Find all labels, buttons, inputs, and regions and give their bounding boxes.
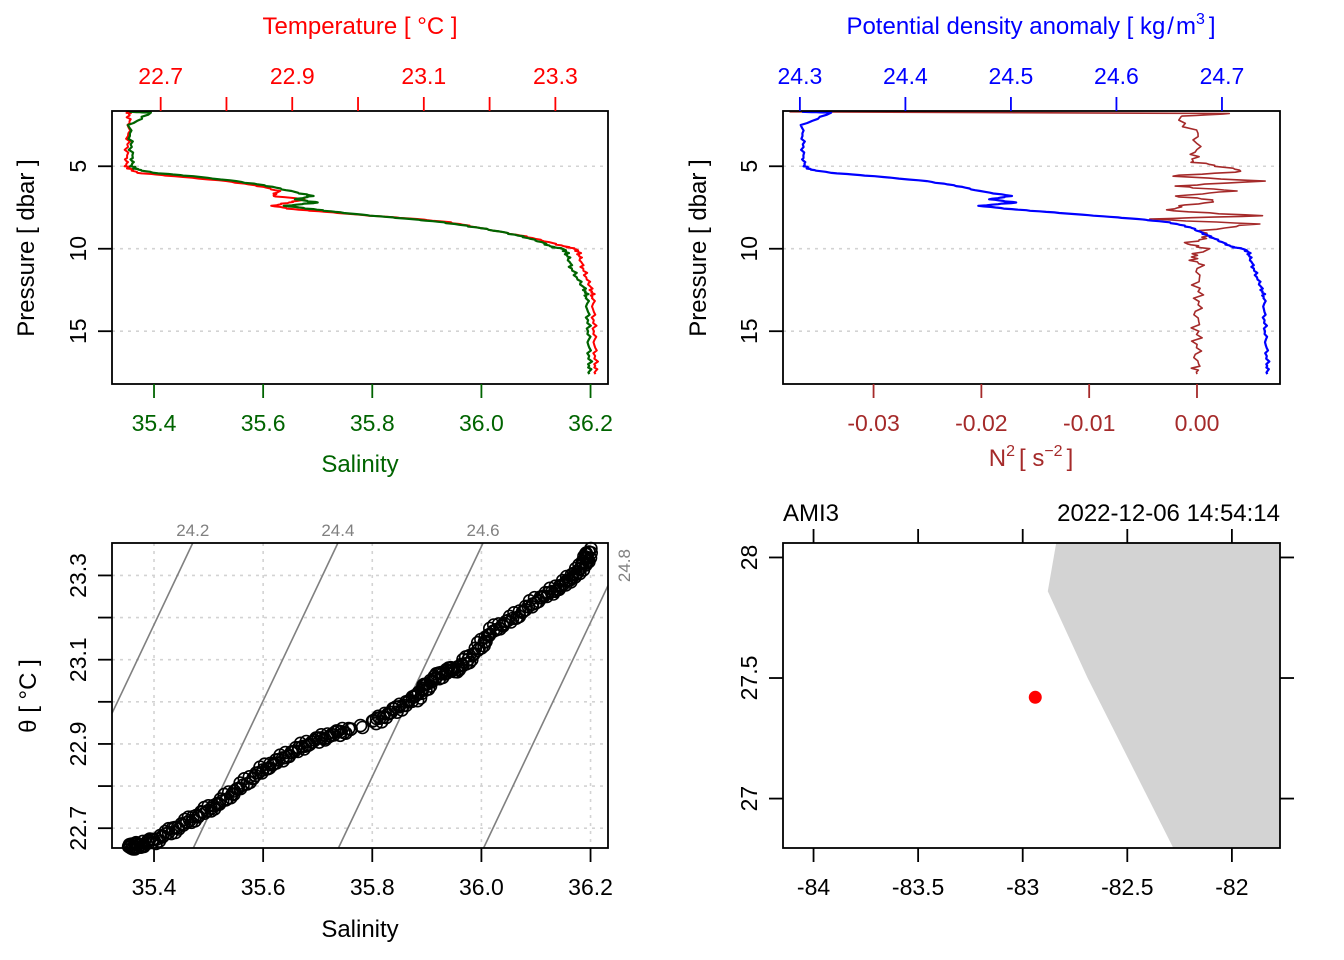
temperature-axis-tick-label: 22.7: [138, 63, 183, 89]
theta-axis-tick-label: 23.3: [65, 553, 91, 598]
ts-point: [337, 725, 351, 740]
longitude-axis-tick-label: -82.5: [1101, 874, 1153, 900]
pressure-axis-tick-label: 15: [65, 318, 91, 344]
n2-axis-label: N2[ s−2]: [989, 443, 1074, 472]
ts-point: [320, 730, 335, 745]
n2-axis-tick-label: 0.00: [1175, 410, 1220, 436]
ts-point: [269, 753, 283, 767]
temperature-axis-tick-label: 23.1: [401, 63, 446, 89]
theta-axis-tick-label: 22.9: [65, 722, 91, 767]
salinity-axis-tick-label: 36.0: [459, 874, 504, 900]
longitude-axis-tick-label: -83: [1006, 874, 1039, 900]
density-axis-label: Potential density anomaly [ kg/m3]: [846, 11, 1215, 40]
density-axis-tick-label: 24.3: [778, 63, 823, 89]
n2-axis-tick-label: -0.02: [955, 410, 1007, 436]
longitude-axis-tick-label: -83.5: [892, 874, 944, 900]
land-polygon: [1047, 543, 1280, 848]
n2-axis-label-sup: 2: [1006, 443, 1015, 460]
salinity-axis-tick-label: 36.2: [568, 410, 613, 436]
panel-ts-diagram: 35.4 35.6 35.8 36.0 36.2 22.7 22.9 23.1 23.3 24…: [15, 521, 634, 943]
plot-frame: [111, 110, 609, 385]
ts-point: [355, 720, 370, 735]
salinity-axis-tick-label: 35.8: [350, 410, 395, 436]
pressure-axis-label: Pressure [ dbar ]: [685, 159, 712, 336]
density-axis-label-slash: /: [1167, 13, 1174, 40]
n2-line: [789, 111, 1266, 375]
density-axis-tick-label: 24.4: [883, 63, 928, 89]
longitude-axis-tick-label: -82: [1215, 874, 1248, 900]
isopycnal-line: [482, 585, 609, 849]
pressure-axis-tick-label: 15: [736, 318, 762, 344]
panel-density-n2-profile: 24.3 24.4 24.5 24.6 24.7 -0.03 -0.02 -0.01 0.00…: [685, 11, 1281, 472]
n2-axis-label-unit: [ s: [1019, 445, 1044, 472]
panel-temperature-salinity-profile: 22.7 22.9 23.1 23.3 35.4 35.6 35.8 36.0 36.2 5 1…: [13, 13, 613, 478]
ts-point: [288, 740, 303, 755]
ts-point: [145, 832, 160, 847]
temperature-line: [123, 110, 599, 375]
isopycnal-label: 24.8: [615, 549, 634, 582]
n2-axis-label-unit-sup: −2: [1044, 443, 1062, 460]
salinity-axis-tick-label: 35.6: [241, 874, 286, 900]
latitude-axis-tick-label: 27: [736, 786, 762, 812]
ts-point: [181, 810, 196, 825]
temperature-axis-tick-label: 23.3: [533, 63, 578, 89]
density-axis-label-superscript: 3: [1196, 11, 1205, 28]
isopycnal-label: 24.2: [176, 521, 209, 540]
plot-frame: [782, 110, 1281, 385]
ts-point: [353, 718, 368, 733]
isopycnal-line: [111, 542, 194, 714]
density-axis-label-text: Potential density anomaly [ kg: [846, 13, 1165, 40]
salinity-axis-tick-label: 35.4: [132, 874, 177, 900]
pressure-axis-tick-label: 10: [65, 236, 91, 262]
density-line: [799, 110, 1271, 375]
station-name: AMI3: [783, 500, 839, 527]
temperature-axis-tick-label: 22.9: [270, 63, 315, 89]
salinity-axis-tick-label: 35.4: [132, 410, 177, 436]
density-axis-tick-label: 24.5: [989, 63, 1034, 89]
pressure-axis-tick-label: 5: [65, 160, 91, 173]
salinity-axis-tick-label: 36.2: [568, 874, 613, 900]
pressure-axis-tick-label: 5: [736, 160, 762, 173]
plot-frame: [111, 542, 609, 849]
longitude-axis-tick-label: -84: [797, 874, 830, 900]
n2-axis-label-n: N: [989, 445, 1006, 472]
salinity-axis-tick-label: 36.0: [459, 410, 504, 436]
temperature-axis-label: Temperature [ °C ]: [263, 13, 458, 40]
salinity-axis-label: Salinity: [321, 916, 398, 943]
panel-station-map: -84 -83.5 -83 -82.5 -82 27 27.5 28 AMI3 2022-12…: [736, 500, 1294, 900]
isopycnal-label: 24.6: [466, 521, 499, 540]
latitude-axis-tick-label: 28: [736, 545, 762, 571]
salinity-axis-label: Salinity: [321, 451, 398, 478]
map-frame: [782, 542, 1281, 849]
n2-axis-label-close: ]: [1067, 445, 1074, 472]
pressure-axis-label: Pressure [ dbar ]: [13, 159, 40, 336]
density-axis-tick-label: 24.7: [1200, 63, 1245, 89]
isopycnal-label: 24.4: [321, 521, 354, 540]
ts-point: [538, 585, 553, 600]
theta-axis-label: θ [ °C ]: [15, 659, 42, 733]
n2-axis-tick-label: -0.01: [1063, 410, 1115, 436]
n2-axis-tick-label: -0.03: [847, 410, 899, 436]
pressure-axis-tick-label: 10: [736, 236, 762, 262]
salinity-axis-tick-label: 35.6: [241, 410, 286, 436]
latitude-axis-tick-label: 27.5: [736, 656, 762, 701]
station-marker: [1028, 690, 1042, 704]
ts-point: [233, 776, 247, 790]
density-axis-tick-label: 24.6: [1094, 63, 1139, 89]
density-axis-label-m: m: [1176, 13, 1196, 40]
ts-point: [447, 662, 461, 676]
theta-axis-tick-label: 23.1: [65, 637, 91, 682]
salinity-axis-tick-label: 35.8: [350, 874, 395, 900]
theta-axis-tick-label: 22.7: [65, 806, 91, 851]
density-axis-label-close: ]: [1209, 13, 1216, 40]
salinity-line: [126, 110, 594, 375]
station-datetime: 2022-12-06 14:54:14: [1057, 500, 1280, 527]
